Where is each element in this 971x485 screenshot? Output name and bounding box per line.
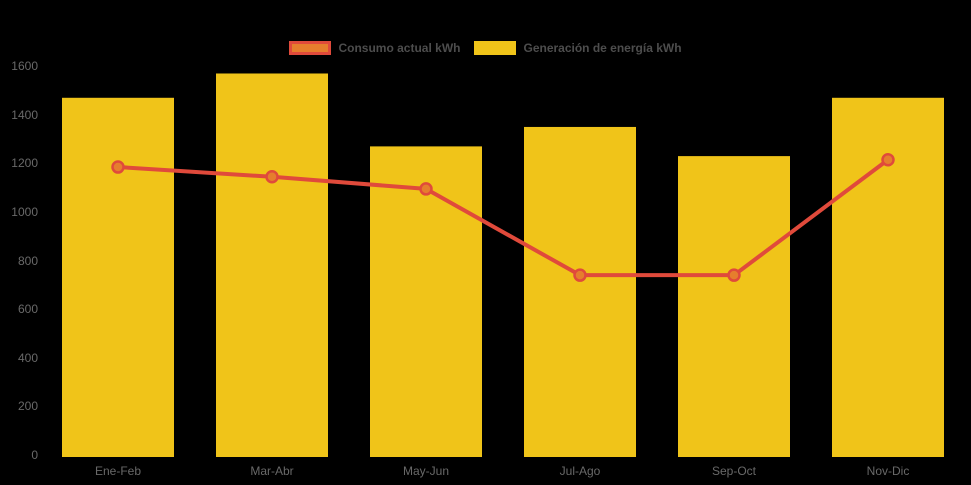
legend-label-consumo: Consumo actual kWh bbox=[338, 41, 461, 55]
bar-Ene-Feb[interactable] bbox=[62, 97, 174, 457]
legend-item-generacion[interactable]: Generación de energía kWh bbox=[474, 41, 682, 55]
line-point-Ene-Feb[interactable] bbox=[111, 160, 125, 174]
y-tick-label: 800 bbox=[17, 253, 38, 268]
line-point-Jul-Ago[interactable] bbox=[573, 268, 587, 282]
line-point-Mar-Abr[interactable] bbox=[265, 170, 279, 184]
consumo-line[interactable] bbox=[116, 157, 890, 278]
y-axis: 0 200 400 600 800 1000 1200 1400 1600 bbox=[0, 0, 38, 485]
chart-legend: Consumo actual kWh Generación de energía… bbox=[0, 38, 971, 58]
y-tick-label: 200 bbox=[17, 399, 38, 414]
bar-Nov-Dic[interactable] bbox=[832, 97, 944, 457]
bar-May-Jun[interactable] bbox=[370, 146, 482, 457]
bar-Jul-Ago[interactable] bbox=[524, 126, 636, 457]
legend-label-generacion: Generación de energía kWh bbox=[523, 41, 682, 55]
legend-swatch-generacion-icon bbox=[474, 41, 517, 55]
y-tick-label: 600 bbox=[17, 302, 38, 317]
legend-swatch-consumo-icon bbox=[289, 41, 332, 55]
y-tick-label: 1000 bbox=[11, 205, 38, 219]
y-tick-label: 400 bbox=[17, 350, 38, 365]
y-tick-label: 0 bbox=[31, 448, 38, 462]
legend-item-consumo[interactable]: Consumo actual kWh bbox=[289, 41, 460, 55]
bar-Sep-Oct[interactable] bbox=[678, 156, 790, 458]
line-point-Sep-Oct[interactable] bbox=[727, 268, 741, 282]
bar-Mar-Abr[interactable] bbox=[216, 73, 328, 458]
y-tick-label: 1200 bbox=[11, 156, 38, 171]
y-tick-label: 1600 bbox=[11, 59, 38, 74]
line-point-Nov-Dic[interactable] bbox=[881, 153, 895, 167]
y-tick-label: 1400 bbox=[11, 107, 38, 122]
line-point-May-Jun[interactable] bbox=[419, 182, 433, 196]
